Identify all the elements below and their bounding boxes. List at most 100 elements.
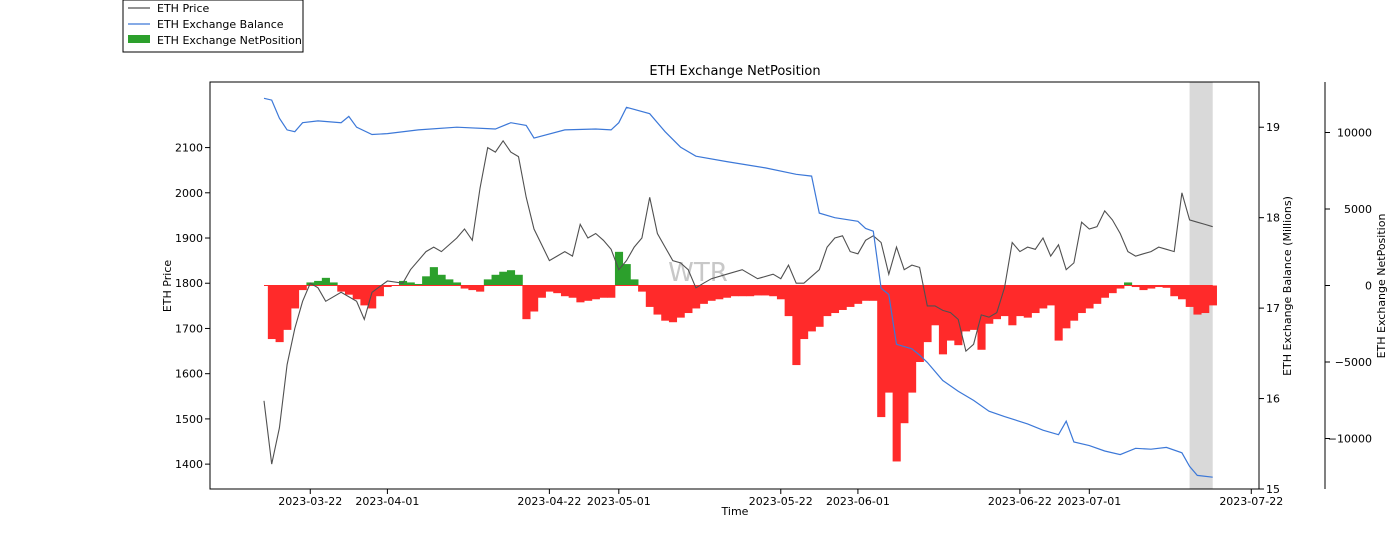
netposition-bar-negative <box>1031 285 1040 314</box>
netposition-bar-negative <box>352 285 361 300</box>
x-tick-label: 2023-05-22 <box>749 495 813 508</box>
netposition-bar-negative <box>668 285 678 323</box>
netposition-bar-negative <box>607 285 616 298</box>
netposition-bar-negative <box>337 285 346 292</box>
left-y-tick-label: 2100 <box>175 142 203 155</box>
netposition-bar-negative <box>738 285 747 297</box>
netposition-bar-negative <box>576 285 585 303</box>
plot-area: WTR <box>209 81 1260 490</box>
netposition-bar-positive <box>1124 282 1133 286</box>
netposition-bar-negative <box>730 285 739 297</box>
netposition-bar-positive <box>483 279 492 286</box>
netposition-bar-negative <box>1178 285 1187 300</box>
netposition-bar-negative <box>638 285 647 292</box>
netposition-bar-negative <box>746 285 755 297</box>
netposition-bar-negative <box>661 285 670 321</box>
x-axis: 2023-03-22 2023-04-01 2023-04-22 2023-05-01… <box>278 489 1283 508</box>
balance-line <box>263 97 1213 478</box>
netposition-bar-negative <box>383 285 392 288</box>
netposition-bar-negative <box>290 285 300 309</box>
netposition-bar-negative <box>784 285 793 317</box>
netposition-bar-negative <box>884 285 894 393</box>
netposition-bar-negative <box>1039 285 1048 309</box>
netposition-bar-positive <box>314 280 323 286</box>
left-y-tick-label: 1400 <box>175 458 203 471</box>
netposition-bar-negative <box>1154 285 1163 288</box>
netposition-bar-negative <box>962 285 971 332</box>
netposition-bar-negative <box>368 285 377 309</box>
netposition-bar-positive <box>414 283 423 286</box>
x-tick-label: 2023-07-01 <box>1057 495 1121 508</box>
netposition-bar-negative <box>283 285 292 330</box>
netposition-bar-negative <box>375 285 384 297</box>
netposition-bar-positive <box>422 276 431 286</box>
x-tick-label: 2023-06-22 <box>988 495 1052 508</box>
left-y-tick-label: 1900 <box>175 232 203 245</box>
netposition-bar-negative <box>1000 285 1009 317</box>
netposition-bar-negative <box>298 285 307 291</box>
netposition-bar-negative <box>931 285 940 326</box>
netposition-bar-negative <box>846 285 855 307</box>
netposition-bar-negative <box>1008 285 1017 326</box>
netposition-bar-negative <box>923 285 932 343</box>
netposition-bar-negative <box>985 285 994 324</box>
left-y-tick-label: 1700 <box>175 322 203 335</box>
netposition-bar-positive <box>445 279 454 286</box>
watermark: WTR <box>668 258 728 288</box>
netposition-bar-negative <box>645 285 654 307</box>
right-y-balance-tick-label: 17 <box>1266 302 1280 315</box>
right-y-axis-balance: 15 16 17 18 19 <box>1259 121 1280 496</box>
netposition-bars <box>263 251 1217 462</box>
netposition-bar-negative <box>1023 285 1032 318</box>
netposition-bar-negative <box>992 285 1002 320</box>
netposition-bar-negative <box>761 285 770 296</box>
netposition-bar-positive <box>514 274 523 286</box>
netposition-bar-negative <box>1054 285 1063 341</box>
netposition-bar-negative <box>599 285 608 298</box>
netposition-bar-negative <box>915 285 924 363</box>
netposition-bar-negative <box>1170 285 1179 297</box>
right-y-axis-netposition: 10000 5000 0 −5000 −10000 <box>1324 82 1372 489</box>
netposition-bar-negative <box>861 285 870 301</box>
x-tick-label: 2023-05-01 <box>587 495 651 508</box>
legend-frame <box>122 0 304 53</box>
netposition-bar-negative <box>267 285 276 340</box>
netposition-bar-negative <box>1139 285 1148 291</box>
right-y-balance-tick-label: 18 <box>1266 212 1280 225</box>
netposition-bar-negative <box>1185 285 1194 307</box>
netposition-bar-negative <box>468 285 477 291</box>
netposition-bar-negative <box>344 285 354 295</box>
netposition-bar-negative <box>869 285 878 301</box>
left-y-axis-title: ETH Price <box>161 260 174 313</box>
netposition-bar-positive <box>622 264 631 286</box>
left-y-tick-label: 1600 <box>175 368 203 381</box>
legend-netposition-swatch <box>128 35 150 43</box>
netposition-bar-negative <box>1116 285 1125 289</box>
netposition-bar-positive <box>406 282 415 286</box>
right-y-axis-balance-title: ETH Exchange Balance (Millions) <box>1281 196 1294 376</box>
netposition-bar-negative <box>753 285 762 296</box>
netposition-bar-negative <box>537 285 546 298</box>
netposition-bar-negative <box>1093 285 1102 304</box>
netposition-bar-negative <box>769 285 778 297</box>
netposition-bar-negative <box>1085 285 1094 309</box>
netposition-bar-negative <box>553 285 562 294</box>
netposition-bar-negative <box>460 285 469 289</box>
right-y-axis-netposition-title: ETH Exchange NetPosition <box>1375 214 1388 359</box>
right-y-netposition-tick-label: −5000 <box>1335 356 1372 369</box>
netposition-bar-positive <box>491 274 500 286</box>
netposition-bar-negative <box>954 285 963 346</box>
netposition-bar-negative <box>1046 285 1055 306</box>
right-y-netposition-tick-label: 10000 <box>1337 126 1372 139</box>
netposition-bar-negative <box>591 285 600 300</box>
netposition-bar-negative <box>545 285 554 292</box>
netposition-bar-negative <box>522 285 531 320</box>
x-tick-label: 2023-06-01 <box>826 495 890 508</box>
legend-balance-label: ETH Exchange Balance <box>157 18 284 31</box>
right-y-balance-tick-label: 19 <box>1266 121 1280 134</box>
netposition-bar-positive <box>321 277 330 286</box>
netposition-bar-positive <box>429 267 438 286</box>
netposition-bar-negative <box>1193 285 1202 315</box>
netposition-bar-positive <box>329 282 338 286</box>
